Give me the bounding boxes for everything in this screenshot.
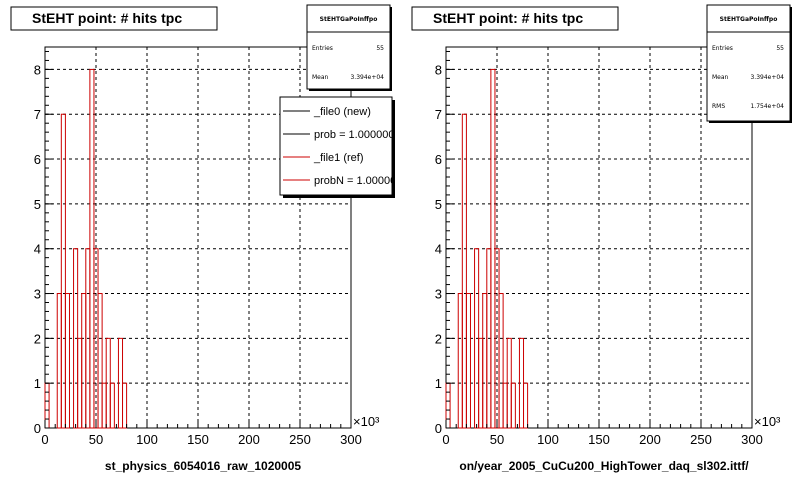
- histogram-bin: [60, 113, 66, 429]
- legend-frame: [279, 96, 393, 196]
- stats-value: 3.394e+04: [750, 74, 784, 81]
- title-box: StEHT point: # hits tpc: [10, 6, 218, 31]
- stats-label: RMS: [712, 103, 725, 110]
- y-tick-label: 6: [34, 152, 41, 167]
- x-tick-label: 250: [690, 432, 712, 447]
- x-tick-label: 300: [340, 432, 362, 447]
- stats-title: StEHTGaPoInffpo: [320, 16, 378, 23]
- stats-box: StEHTGaPoInffpo Entries 55 Mean 3.394e+04 RMS…: [706, 4, 792, 123]
- histogram-bin: [97, 293, 103, 429]
- title-box: StEHT point: # hits tpc: [411, 6, 619, 31]
- y-tick-label: 3: [435, 287, 442, 302]
- x-axis-ticks: 0 50 100 150 200 250 300: [442, 420, 763, 447]
- y-tick-label: 1: [34, 376, 41, 391]
- y-tick-label: 4: [435, 242, 442, 257]
- histogram-bin: [109, 382, 115, 429]
- y-tick-label: 2: [34, 331, 41, 346]
- y-tick-label: 5: [34, 197, 41, 212]
- stats-label: Entries: [712, 45, 733, 52]
- y-tick-label: 3: [34, 287, 41, 302]
- y-axis-ticks: 0 1 2 3 4 5 6 7 8: [435, 50, 454, 436]
- histogram-panel-right: 0 50 100 150 200 250 300 0 1 2 3 4 5 6 7 8 ×10³ on/yea…: [411, 4, 792, 473]
- chart-title: StEHT point: # hits tpc: [32, 10, 182, 26]
- y-tick-label: 6: [435, 152, 442, 167]
- x-tick-label: 50: [490, 432, 504, 447]
- x-tick-label: 100: [136, 432, 158, 447]
- x-axis-multiplier: ×10³: [754, 414, 781, 429]
- histogram-bin: [64, 293, 70, 429]
- stats-value: 55: [776, 45, 784, 52]
- y-tick-label: 0: [34, 421, 41, 436]
- grid-lines: [446, 47, 752, 428]
- stats-value: 55: [376, 45, 384, 52]
- stats-label: Mean: [712, 74, 729, 81]
- x-tick-label: 0: [442, 432, 449, 447]
- histogram-bin: [510, 382, 516, 429]
- stats-label: Entries: [312, 45, 333, 52]
- stats-frame: [306, 4, 391, 90]
- histogram-bin: [122, 382, 128, 429]
- legend-entry: _file1 (ref): [313, 152, 364, 164]
- x-tick-label: 150: [588, 432, 610, 447]
- x-axis-multiplier: ×10³: [353, 414, 380, 429]
- x-tick-label: 50: [89, 432, 103, 447]
- histogram-bin: [461, 113, 467, 429]
- histogram-panel-left: 0 50 100 150 200 250 300 0 1 2 3 4 5 6 7 8 ×10³ st_phy…: [10, 4, 402, 473]
- legend-entry: prob = 1.000000: [314, 129, 394, 141]
- plot-frame: [445, 46, 753, 429]
- x-axis-ticks: 0 50 100 150 200 250 300: [41, 420, 362, 447]
- y-tick-label: 2: [435, 331, 442, 346]
- y-tick-label: 4: [34, 242, 41, 257]
- x-tick-label: 200: [639, 432, 661, 447]
- stats-label: Mean: [312, 74, 329, 81]
- stats-box: StEHTGaPoInffpo Entries 55 Mean 3.394e+04: [306, 4, 392, 91]
- histogram-bars: [44, 68, 128, 429]
- x-tick-label: 200: [238, 432, 260, 447]
- x-tick-label: 250: [289, 432, 311, 447]
- y-tick-label: 8: [435, 62, 442, 77]
- y-tick-label: 0: [435, 421, 442, 436]
- y-tick-label: 1: [435, 376, 442, 391]
- stats-value: 1.754e+04: [750, 103, 784, 110]
- y-axis-ticks: 0 1 2 3 4 5 6 7 8: [34, 50, 53, 436]
- x-axis-label: st_physics_6054016_raw_1020005: [105, 459, 301, 473]
- y-tick-label: 7: [435, 107, 442, 122]
- x-axis-label: on/year_2005_CuCu200_HighTower_daq_sl302…: [459, 459, 749, 473]
- histogram-bin: [523, 382, 529, 429]
- legend: _file0 (new) prob = 1.000000 _file1 (ref) p…: [279, 96, 402, 198]
- stats-value: 3.394e+04: [350, 74, 384, 81]
- x-tick-label: 150: [187, 432, 209, 447]
- x-tick-label: 100: [537, 432, 559, 447]
- legend-entry: probN = 1.000000: [314, 175, 402, 187]
- y-tick-label: 8: [34, 62, 41, 77]
- y-tick-label: 5: [435, 197, 442, 212]
- histogram-bin: [498, 293, 504, 429]
- histogram-bars: [445, 68, 529, 429]
- legend-entry: _file0 (new): [313, 106, 371, 118]
- x-tick-label: 300: [741, 432, 763, 447]
- y-tick-label: 7: [34, 107, 41, 122]
- histogram-bin: [465, 293, 471, 429]
- x-tick-label: 0: [41, 432, 48, 447]
- stats-title: StEHTGaPoInffpo: [720, 16, 778, 23]
- chart-title: StEHT point: # hits tpc: [433, 10, 583, 26]
- stats-frame: [706, 4, 791, 122]
